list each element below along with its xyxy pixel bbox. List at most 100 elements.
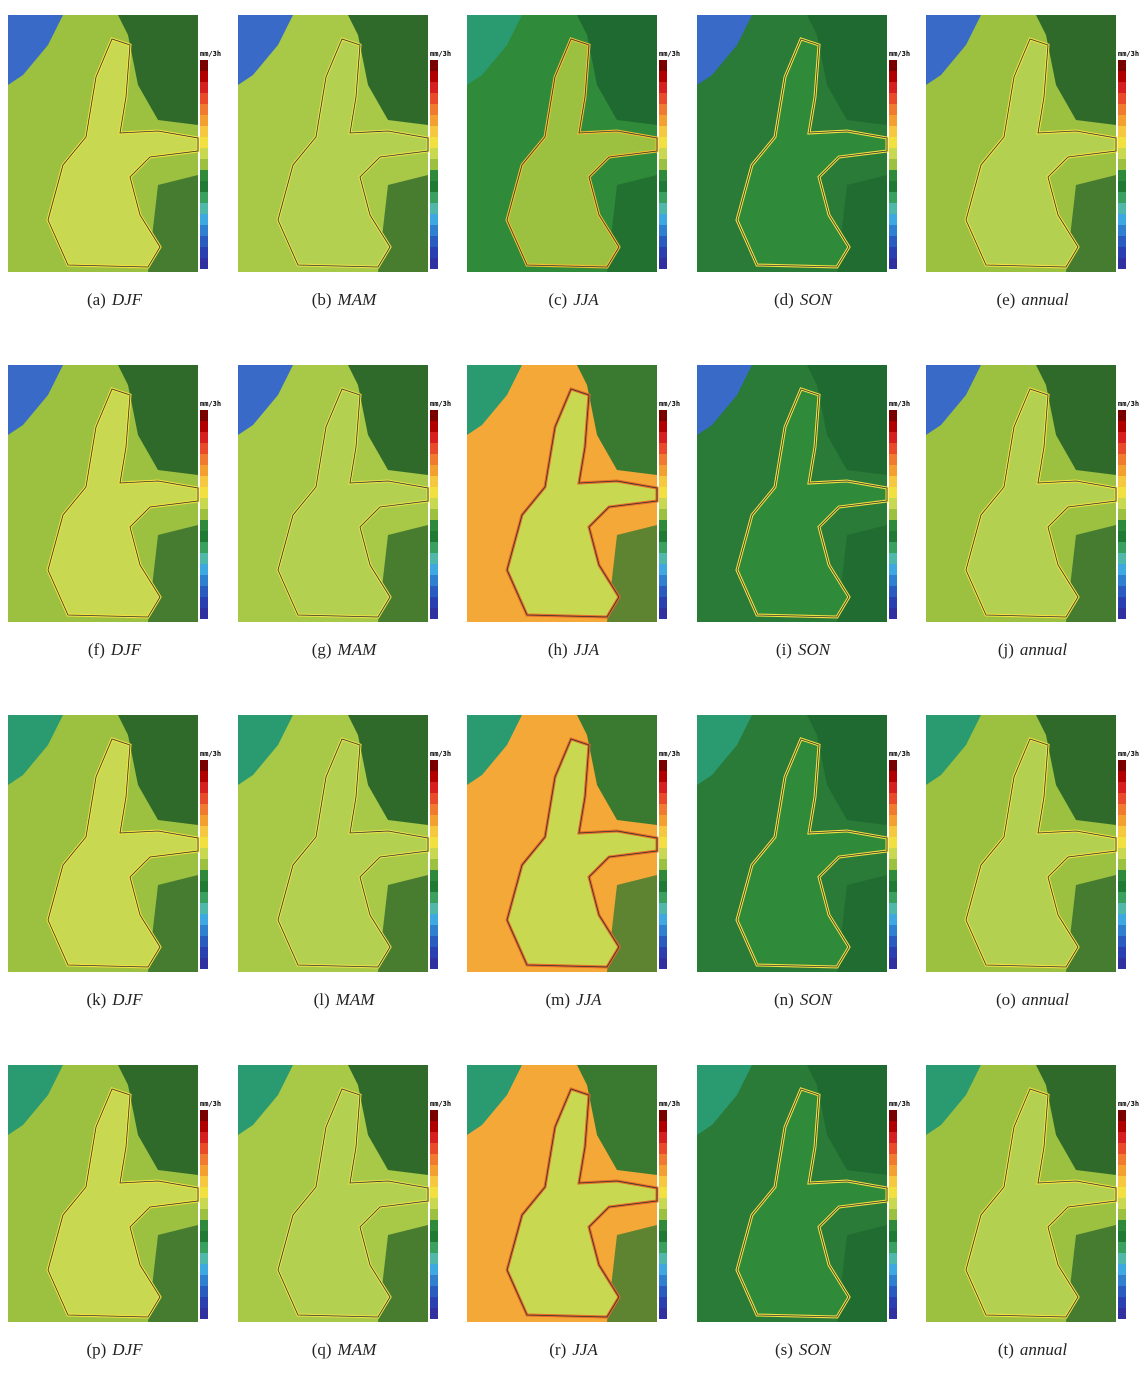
colorbar-step [889,947,897,958]
colorbar-step [659,82,667,93]
colorbar-step [659,892,667,903]
colorbar-step [430,476,438,487]
colorbar-step [889,498,897,509]
colorbar-step [430,947,438,958]
colorbar [430,60,438,269]
colorbar-step [659,476,667,487]
map: mm/3h [230,350,459,635]
colorbar-step [1118,782,1126,793]
colorbar-step [889,1231,897,1242]
colorbar-step [1118,542,1126,553]
colorbar-step [1118,553,1126,564]
colorbar-step [430,903,438,914]
colorbar-step [1118,804,1126,815]
colorbar-step [889,1264,897,1275]
colorbar-step [430,170,438,181]
colorbar [659,760,667,969]
colorbar-step [889,1143,897,1154]
colorbar-step [659,410,667,421]
colorbar-step [430,1176,438,1187]
caption-season: annual [1021,290,1068,309]
colorbar-step [430,1297,438,1308]
colorbar-step [1118,421,1126,432]
colorbar-step [430,1231,438,1242]
colorbar-step [889,432,897,443]
map-panel: mm/3h(n)SON [689,700,918,1050]
colorbar-step [889,170,897,181]
colorbar-step [659,1198,667,1209]
colorbar-step [659,104,667,115]
colorbar-step [200,137,208,148]
colorbar-step [659,531,667,542]
colorbar-step [889,443,897,454]
colorbar-step [889,597,897,608]
colorbar-step [659,487,667,498]
colorbar-step [200,804,208,815]
colorbar [200,60,208,269]
colorbar-step [200,192,208,203]
colorbar-step [889,203,897,214]
colorbar-step [659,1253,667,1264]
colorbar-step [430,793,438,804]
map: mm/3h [689,350,918,635]
map-panel: mm/3h (c)JJA [459,0,688,350]
colorbar [430,1110,438,1319]
colorbar-step [659,465,667,476]
colorbar-step [430,586,438,597]
colorbar-step [1118,793,1126,804]
colorbar-step [889,258,897,269]
colorbar-step [200,126,208,137]
colorbar-step [430,1275,438,1286]
colorbar [659,1110,667,1319]
colorbar-step [200,564,208,575]
colorbar-step [200,410,208,421]
colorbar-step [200,771,208,782]
colorbar-step [889,782,897,793]
caption: (g)MAM [230,640,459,660]
colorbar-step [200,903,208,914]
map-panel: mm/3h(p)DJF [0,1050,229,1378]
caption-season: SON [799,1340,831,1359]
colorbar-step [889,192,897,203]
map-panel: mm/3h(d)SON [689,0,918,350]
colorbar [430,760,438,969]
colorbar-step [889,914,897,925]
caption: (c)JJA [459,290,688,310]
colorbar-step [200,881,208,892]
caption-label: (o) [996,990,1016,1009]
colorbar-step [659,1242,667,1253]
colorbar-step [659,903,667,914]
caption-label: (k) [86,990,106,1009]
caption: (s)SON [689,1340,918,1360]
colorbar-step [659,881,667,892]
colorbar-step [1118,203,1126,214]
colorbar-step [889,1165,897,1176]
colorbar-step [889,247,897,258]
colorbar-step [659,608,667,619]
map-body [238,715,428,972]
colorbar-step [430,82,438,93]
colorbar-step [1118,1264,1126,1275]
colorbar-step [1118,1143,1126,1154]
caption-season: SON [800,990,832,1009]
colorbar-step [430,443,438,454]
colorbar-step [200,597,208,608]
colorbar-unit: mm/3h [1118,50,1139,58]
map: mm/3h [459,0,688,285]
colorbar-step [889,892,897,903]
colorbar-step [200,542,208,553]
colorbar-step [1118,586,1126,597]
colorbar-step [200,914,208,925]
colorbar-step [430,837,438,848]
colorbar-step [430,247,438,258]
colorbar-step [889,1220,897,1231]
colorbar-step [889,60,897,71]
colorbar-step [659,1110,667,1121]
colorbar-step [1118,1275,1126,1286]
colorbar [889,1110,897,1319]
colorbar-step [430,1110,438,1121]
colorbar-step [200,553,208,564]
colorbar-step [889,1209,897,1220]
colorbar-step [430,159,438,170]
map-panel: mm/3h(h)JJA [459,350,688,700]
